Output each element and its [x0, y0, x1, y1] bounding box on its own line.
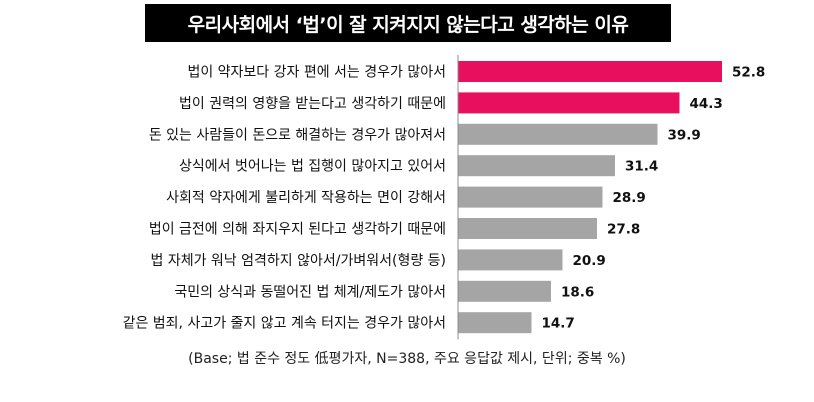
- bar-4: [458, 155, 615, 177]
- value-label-6: 27.8: [607, 222, 640, 238]
- value-label-8: 18.6: [561, 284, 594, 300]
- chart-title: 우리사회에서 ‘법’이 잘 지켜지지 않는다고 생각하는 이유: [145, 4, 671, 42]
- category-label-5: 사회적 약자에게 불리하게 작용하는 면이 강해서: [166, 190, 446, 206]
- value-label-5: 28.9: [613, 190, 646, 206]
- bar-6: [458, 218, 597, 239]
- category-label-6: 법이 금전에 의해 좌지우지 된다고 생각하기 때문에: [149, 222, 446, 238]
- category-label-7: 법 자체가 워낙 엄격하지 않아서/가벼워서(형량 등): [151, 253, 447, 269]
- category-label-8: 국민의 상식과 동떨어진 법 체계/제도가 많아서: [174, 284, 446, 300]
- bar-1: [458, 61, 722, 82]
- value-label-7: 20.9: [573, 253, 606, 269]
- bar-8: [458, 280, 551, 302]
- chart-footnote: (Base; 법 준수 정도 低평가자, N=388, 주요 응답값 제시, 단…: [188, 351, 626, 367]
- category-label-1: 법이 약자보다 강자 편에 서는 경우가 많아서: [187, 65, 446, 81]
- bar-3: [458, 123, 658, 145]
- category-label-9: 같은 범죄, 사고가 줄지 않고 계속 터지는 경우가 많아서: [123, 316, 446, 332]
- bar-9: [458, 312, 532, 334]
- bar-2: [458, 92, 680, 114]
- value-label-4: 31.4: [625, 159, 658, 175]
- bar-5: [458, 186, 603, 208]
- bars-group: [458, 61, 722, 334]
- value-label-3: 39.9: [668, 127, 701, 143]
- value-label-2: 44.3: [690, 96, 723, 112]
- value-label-9: 14.7: [542, 316, 575, 332]
- category-label-3: 돈 있는 사람들이 돈으로 해결하는 경우가 많아져서: [149, 127, 446, 143]
- category-label-2: 법이 권력의 영향을 받는다고 생각하기 때문에: [179, 96, 446, 112]
- bar-7: [458, 249, 563, 271]
- value-labels-group: 52.8 44.3 39.9 31.4 28.9 27.820.9 18.6 14.7: [542, 65, 766, 332]
- category-label-4: 상식에서 벗어나는 법 집행이 많아지고 있어서: [179, 159, 446, 175]
- value-label-1: 52.8: [732, 65, 765, 81]
